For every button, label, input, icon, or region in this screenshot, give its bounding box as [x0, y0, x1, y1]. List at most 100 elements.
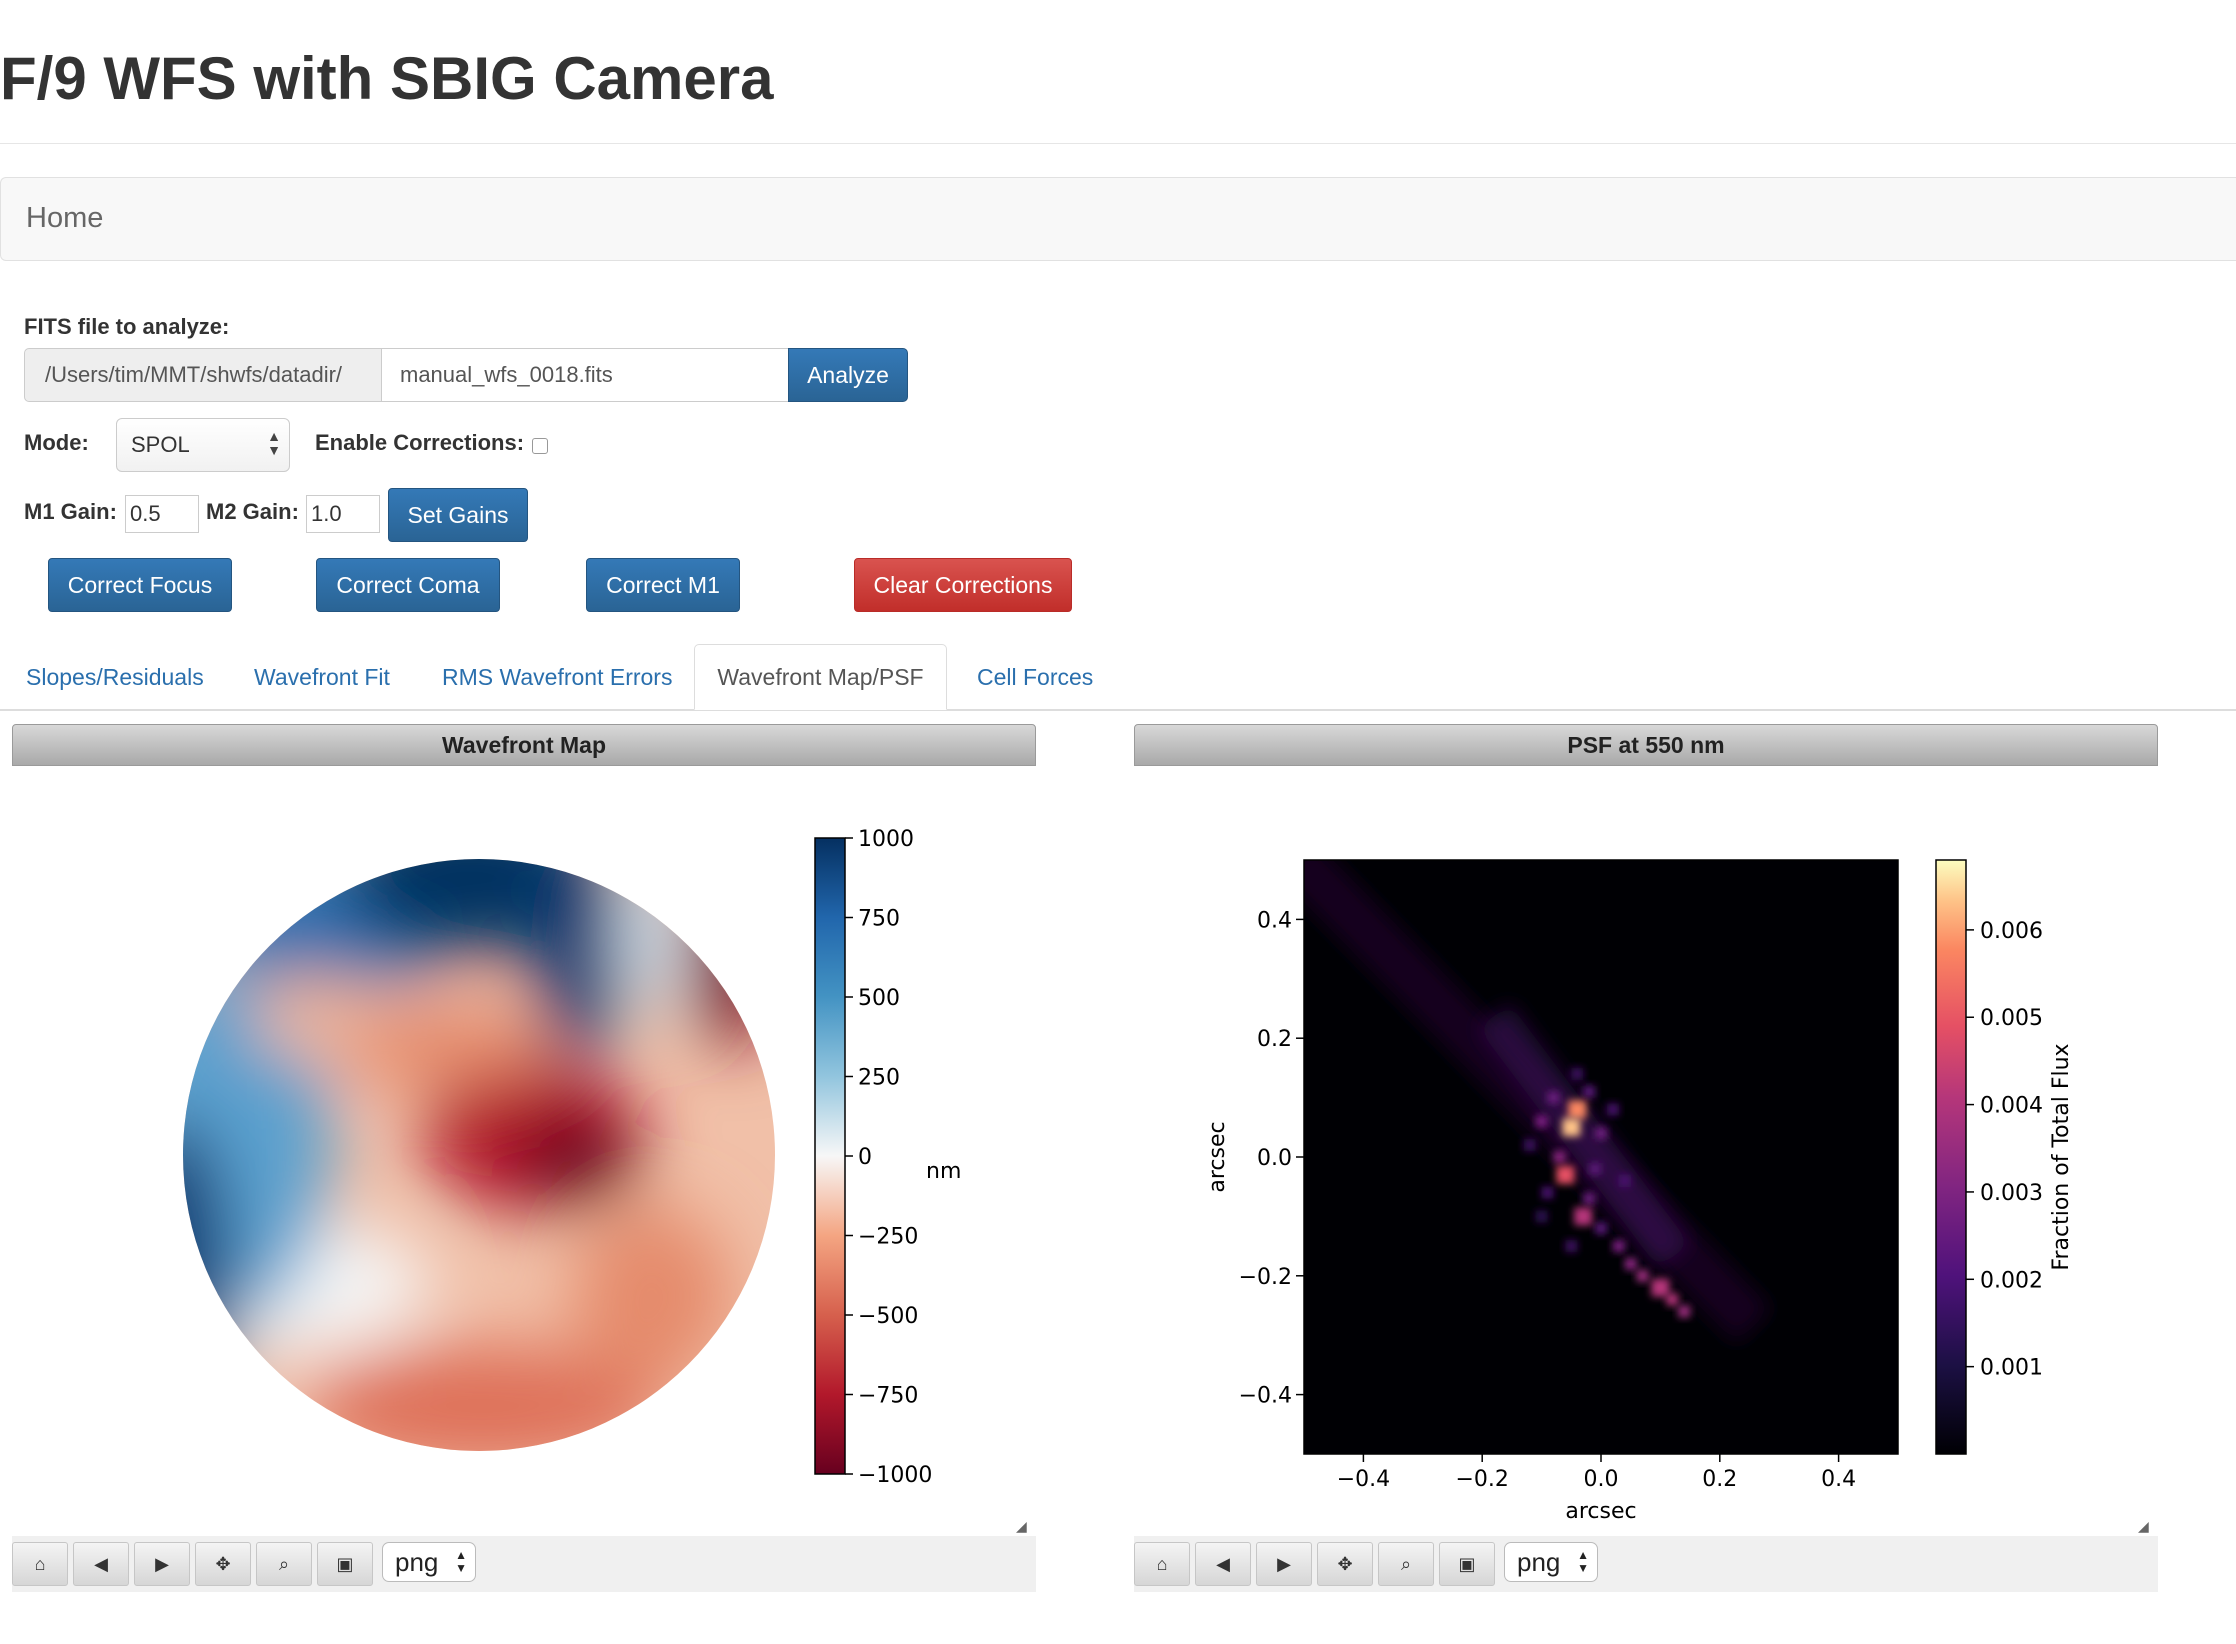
colorbar-tick-label: 0: [858, 1145, 872, 1170]
wavefront-figure[interactable]: 1000 750 500 250 0 −250 −500 −750 −1000 nm ◢: [12, 766, 1036, 1536]
navbar: [0, 177, 2236, 261]
save-icon[interactable]: ▣: [1439, 1542, 1495, 1586]
psf-speckle: [1624, 1257, 1637, 1270]
psf-speckle: [1636, 1269, 1649, 1282]
colorbar-tick-label: 0.004: [1980, 1094, 2043, 1119]
psf-speckle: [1595, 1222, 1607, 1235]
tab-wavefront-fit[interactable]: Wavefront Fit: [254, 664, 390, 690]
psf-speckle: [1583, 1085, 1596, 1098]
save-icon[interactable]: ▣: [317, 1542, 373, 1586]
colorbar-tick-label: 250: [858, 1066, 900, 1091]
format-value: png: [395, 1546, 439, 1577]
y-tick-label: 0.4: [1257, 908, 1292, 933]
psf-colorbar: [1935, 859, 1967, 1455]
nav-home-link[interactable]: Home: [26, 202, 104, 234]
psf-speckle: [1595, 1127, 1607, 1140]
psf-figure[interactable]: −0.4 −0.2 0.0 0.2 0.4 0.4 0.2 0.0 −0.2 −0.4 arcs…: [1134, 766, 2158, 1536]
y-tick-label: 0.0: [1257, 1146, 1292, 1171]
psf-bright-spot: [1556, 1165, 1575, 1184]
psf-heatmap: [1304, 860, 1772, 1344]
forward-icon[interactable]: ▶: [1256, 1542, 1312, 1586]
x-tick-label: −0.4: [1337, 1467, 1390, 1492]
wavefront-format-select[interactable]: png ▲ ▼: [382, 1542, 476, 1582]
correct-coma-button[interactable]: Correct Coma: [316, 558, 500, 612]
psf-panel-header: PSF at 550 nm: [1134, 724, 2158, 766]
back-icon[interactable]: ◀: [73, 1542, 129, 1586]
colorbar-tick-label: −1000: [858, 1463, 932, 1488]
x-tick-label: 0.0: [1584, 1467, 1619, 1492]
colorbar-tick-label: 1000: [858, 827, 914, 852]
back-icon[interactable]: ◀: [1195, 1542, 1251, 1586]
tab-slopes-residuals[interactable]: Slopes/Residuals: [26, 664, 204, 690]
forward-icon[interactable]: ▶: [134, 1542, 190, 1586]
colorbar-tick-label: 0.006: [1980, 919, 2043, 944]
home-icon[interactable]: ⌂: [1134, 1542, 1190, 1586]
fits-file-input[interactable]: manual_wfs_0018.fits: [381, 348, 789, 402]
select-arrows-icon: ▲ ▼: [455, 1548, 467, 1575]
correct-m1-button[interactable]: Correct M1: [586, 558, 740, 612]
pan-icon[interactable]: ✥: [1317, 1542, 1373, 1586]
enable-corrections-label: Enable Corrections:: [315, 430, 525, 455]
psf-speckle: [1547, 1091, 1560, 1104]
psf-speckle: [1535, 1115, 1548, 1128]
psf-speckle: [1589, 1162, 1602, 1175]
psf-speckle: [1571, 1067, 1584, 1080]
mode-label: Mode:: [24, 430, 89, 455]
tab-wavefront-map-psf[interactable]: Wavefront Map/PSF: [694, 644, 947, 710]
wavefront-colorbar-ticks: 1000 750 500 250 0 −250 −500 −750 −1000: [845, 827, 932, 1488]
zoom-icon[interactable]: ⌕: [1378, 1542, 1434, 1586]
x-tick-label: −0.2: [1455, 1467, 1508, 1492]
clear-corrections-button[interactable]: Clear Corrections: [854, 558, 1072, 612]
psf-y-ticks: 0.4 0.2 0.0 −0.2 −0.4: [1239, 908, 1304, 1409]
psf-speckle: [1565, 1240, 1578, 1253]
psf-speckle: [1678, 1305, 1691, 1318]
tab-cell-forces[interactable]: Cell Forces: [977, 664, 1094, 690]
wavefront-colorbar-label: nm: [926, 1159, 961, 1184]
set-gains-button[interactable]: Set Gains: [388, 488, 528, 542]
psf-halo: [1478, 1004, 1690, 1268]
psf-toolbar: ⌂ ◀ ▶ ✥ ⌕ ▣ png ▲ ▼: [1134, 1536, 2158, 1592]
tab-rms-wavefront-errors[interactable]: RMS Wavefront Errors: [442, 664, 673, 690]
wavefront-colorbar: [814, 837, 846, 1475]
y-tick-label: −0.2: [1239, 1265, 1292, 1290]
enable-corrections-checkbox[interactable]: [532, 438, 548, 454]
colorbar-tick-label: −500: [858, 1304, 918, 1329]
y-tick-label: 0.2: [1257, 1027, 1292, 1052]
psf-colorbar-label: Fraction of Total Flux: [2049, 1043, 2074, 1270]
mode-select[interactable]: SPOL ▲ ▼: [116, 418, 290, 472]
colorbar-tick-label: 0.002: [1980, 1268, 2043, 1293]
x-tick-label: 0.4: [1821, 1467, 1856, 1492]
colorbar-tick-label: 500: [858, 986, 900, 1011]
wavefront-panel-header: Wavefront Map: [12, 724, 1036, 766]
psf-bright-spot: [1651, 1278, 1670, 1297]
colorbar-tick-label: 750: [858, 907, 900, 932]
colorbar-tick-label: 0.001: [1980, 1356, 2043, 1381]
psf-bright-spot: [1562, 1118, 1581, 1137]
colorbar-tick-label: 0.003: [1980, 1181, 2043, 1206]
correct-focus-button[interactable]: Correct Focus: [48, 558, 232, 612]
m2-gain-input[interactable]: 1.0: [306, 495, 380, 533]
psf-bright-spot: [1574, 1207, 1593, 1226]
home-icon[interactable]: ⌂: [12, 1542, 68, 1586]
zoom-icon[interactable]: ⌕: [256, 1542, 312, 1586]
psf-colorbar-ticks: 0.006 0.005 0.004 0.003 0.002 0.001: [1966, 919, 2043, 1381]
page-title: F/9 WFS with SBIG Camera: [0, 45, 774, 112]
analyze-button[interactable]: Analyze: [788, 348, 908, 402]
pan-icon[interactable]: ✥: [195, 1542, 251, 1586]
tab-baseline: [0, 709, 2236, 711]
datadir-prefix: /Users/tim/MMT/shwfs/datadir/: [24, 348, 382, 402]
wavefront-toolbar: ⌂ ◀ ▶ ✥ ⌕ ▣ png ▲ ▼: [12, 1536, 1036, 1592]
colorbar-tick-label: −250: [858, 1225, 918, 1250]
psf-bright-spot: [1568, 1100, 1587, 1119]
psf-speckle: [1523, 1139, 1536, 1152]
wavefront-map-plot: 1000 750 500 250 0 −250 −500 −750 −1000 nm: [183, 827, 961, 1488]
resize-handle-icon[interactable]: ◢: [2138, 1518, 2149, 1534]
m1-gain-input[interactable]: 0.5: [125, 495, 199, 533]
psf-speckle: [1606, 1103, 1619, 1116]
m2-gain-label: M2 Gain:: [206, 499, 299, 524]
resize-handle-icon[interactable]: ◢: [1016, 1518, 1027, 1534]
psf-plot: −0.4 −0.2 0.0 0.2 0.4 0.4 0.2 0.0 −0.2 −0.4 arcs…: [1205, 859, 2074, 1524]
psf-format-select[interactable]: png ▲ ▼: [1504, 1542, 1598, 1582]
m1-gain-label: M1 Gain:: [24, 499, 117, 524]
psf-speckle: [1618, 1174, 1631, 1187]
